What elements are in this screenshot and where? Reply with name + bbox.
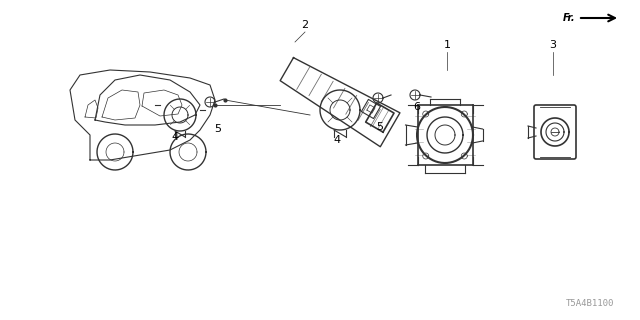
Text: 5: 5 <box>214 124 221 134</box>
Text: 4: 4 <box>333 135 340 145</box>
Text: Fr.: Fr. <box>563 13 575 23</box>
Text: 3: 3 <box>550 40 557 50</box>
Text: T5A4B1100: T5A4B1100 <box>566 299 614 308</box>
Text: 6: 6 <box>413 102 420 112</box>
Text: 4: 4 <box>172 132 179 142</box>
Text: 5: 5 <box>376 122 383 132</box>
Text: 2: 2 <box>301 20 308 30</box>
Text: 1: 1 <box>444 40 451 50</box>
